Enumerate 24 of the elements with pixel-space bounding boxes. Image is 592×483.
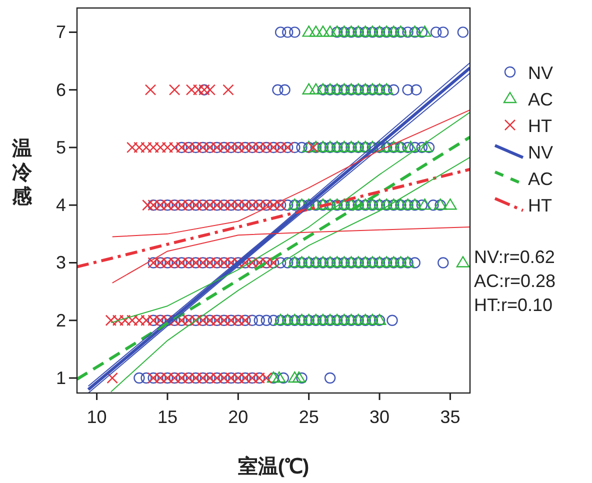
y-tick-label: 2 bbox=[56, 310, 66, 330]
legend-label: NV bbox=[528, 63, 554, 83]
x-tick-label: 30 bbox=[370, 407, 390, 427]
x-tick-label: 15 bbox=[157, 407, 178, 427]
x-tick-label: 35 bbox=[440, 407, 460, 427]
legend-label: AC bbox=[528, 90, 554, 110]
y-tick-label: 7 bbox=[56, 22, 66, 42]
text: HT:r=0.10 bbox=[474, 295, 553, 315]
y-tick-label: 1 bbox=[56, 368, 66, 388]
x-tick-label: 10 bbox=[86, 407, 107, 427]
y-tick-label: 6 bbox=[56, 80, 66, 100]
y-tick-label: 5 bbox=[56, 137, 66, 158]
text: AC:r=0.28 bbox=[474, 271, 556, 291]
y-tick-label: 4 bbox=[56, 195, 66, 216]
y-tick-label: 3 bbox=[56, 252, 66, 273]
x-tick-label: 20 bbox=[228, 407, 248, 427]
legend-label: AC bbox=[528, 169, 554, 189]
legend-label: NV bbox=[528, 142, 554, 162]
x-axis-title: 室温(℃) bbox=[238, 455, 310, 478]
x-tick-label: 25 bbox=[298, 407, 319, 427]
text: NV:r=0.62 bbox=[474, 247, 555, 267]
y-axis-title: 温冷感 bbox=[11, 138, 33, 208]
legend-label: HT bbox=[528, 116, 552, 136]
legend-label: HT bbox=[528, 196, 552, 216]
